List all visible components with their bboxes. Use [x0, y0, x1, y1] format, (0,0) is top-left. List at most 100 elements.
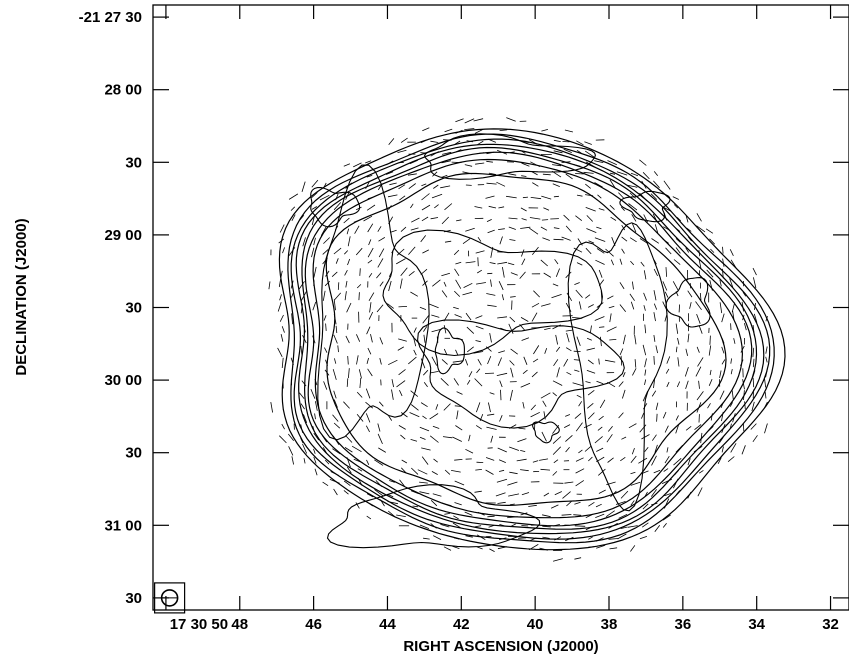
- polarization-vector: [575, 468, 585, 474]
- polarization-vector: [477, 257, 479, 267]
- polarization-vector: [303, 458, 306, 464]
- polarization-vector: [311, 247, 315, 258]
- polarization-vector: [367, 223, 374, 233]
- polarization-vector: [641, 434, 650, 440]
- polarization-vector: [744, 401, 746, 410]
- polarization-vector: [631, 222, 637, 233]
- polarization-vector: [573, 247, 583, 253]
- polarization-vector: [672, 196, 679, 200]
- polarization-vector: [529, 227, 539, 235]
- polarization-vector: [630, 481, 641, 486]
- polarization-vector: [639, 424, 647, 433]
- polarization-vector: [497, 261, 508, 265]
- polarization-vector: [508, 226, 516, 230]
- polarization-vector: [673, 458, 682, 466]
- polarization-vector: [412, 505, 419, 508]
- polarization-vector: [452, 436, 462, 442]
- polarization-vector: [441, 359, 448, 365]
- polarization-vector: [584, 141, 592, 145]
- polarization-vector: [596, 447, 604, 452]
- polarization-vector: [323, 315, 327, 321]
- polarization-vector: [627, 525, 638, 528]
- polarization-vector: [653, 290, 657, 301]
- polarization-vector: [374, 459, 384, 466]
- y-tick-label: 29 00: [104, 227, 142, 244]
- polarization-vector: [398, 338, 407, 342]
- polarization-vector: [606, 434, 613, 443]
- polarization-vector: [428, 303, 439, 309]
- polarization-vector: [561, 236, 571, 241]
- polarization-vector: [574, 412, 582, 419]
- polarization-vector: [377, 433, 383, 445]
- polarization-vector: [367, 247, 374, 258]
- polarization-vector: [281, 357, 284, 369]
- polarization-vector: [420, 358, 426, 369]
- polarization-vector: [421, 193, 430, 201]
- polarization-vector: [533, 345, 540, 355]
- polarization-vector: [319, 194, 330, 201]
- y-tick-label: 30: [125, 445, 142, 462]
- polarization-vector: [399, 390, 403, 397]
- x-axis-ticks: 17 30 50 48 46 44 42 40 38 36 34 32: [165, 5, 839, 633]
- polarization-vector: [639, 159, 647, 166]
- polarization-vector: [413, 327, 417, 333]
- polarization-vector: [464, 164, 473, 167]
- polarization-vector: [630, 455, 637, 464]
- polarization-vector: [521, 492, 530, 496]
- polarization-vector: [366, 175, 373, 178]
- polarization-vector: [665, 368, 670, 374]
- polarization-vector: [311, 192, 318, 198]
- polarization-vector: [509, 446, 520, 451]
- polarization-vector: [464, 511, 473, 516]
- polarization-vector: [522, 196, 529, 199]
- y-tick-label: 30 00: [104, 372, 142, 389]
- polarization-vector: [366, 493, 374, 498]
- polarization-vector: [685, 425, 692, 431]
- polarization-vector: [730, 369, 733, 375]
- polarization-vector: [631, 214, 637, 222]
- polarization-vector: [553, 359, 559, 367]
- polarization-vector: [620, 456, 626, 462]
- polarization-vector: [516, 458, 527, 462]
- polarization-vector: [485, 195, 495, 199]
- polarization-vector: [465, 535, 473, 538]
- polarization-vector: [552, 471, 558, 476]
- polarization-vector: [434, 204, 439, 209]
- polarization-vector: [585, 183, 591, 189]
- polarization-vector: [650, 193, 658, 200]
- polarization-vector: [540, 468, 551, 471]
- polarization-vector: [466, 326, 475, 334]
- polarization-vector: [575, 457, 584, 462]
- polarization-vector: [334, 292, 341, 301]
- polarization-vector: [475, 469, 482, 471]
- polarization-vector: [675, 247, 681, 254]
- polarization-vector: [282, 247, 285, 254]
- polarization-vector: [366, 204, 376, 211]
- polarization-vector: [752, 267, 757, 276]
- polarization-vector: [444, 513, 450, 515]
- polarization-vector: [456, 219, 462, 222]
- polarization-vector: [474, 490, 482, 493]
- polarization-vector: [598, 269, 603, 278]
- polarization-vector: [643, 270, 647, 280]
- polarization-vector: [322, 249, 329, 255]
- polarization-vector: [409, 412, 420, 418]
- polarization-vector: [753, 313, 758, 323]
- polarization-vector: [618, 381, 624, 387]
- polarization-vector: [496, 372, 508, 376]
- polarization-vector: [607, 160, 617, 166]
- polarization-vector: [643, 305, 646, 311]
- polarization-vector: [764, 392, 767, 399]
- polarization-vector: [355, 206, 362, 211]
- polarization-vector: [473, 118, 484, 122]
- polarization-vector: [552, 558, 563, 562]
- polarization-vector: [501, 294, 504, 301]
- polarization-vector: [764, 423, 768, 434]
- polarization-vector: [343, 490, 349, 495]
- polarization-vector: [675, 346, 678, 353]
- polarization-vector: [365, 413, 371, 423]
- polarization-vector: [315, 401, 318, 411]
- polarization-vector: [356, 391, 363, 398]
- inner-contour-tiny-knot: [532, 421, 560, 444]
- polarization-vector: [419, 481, 428, 484]
